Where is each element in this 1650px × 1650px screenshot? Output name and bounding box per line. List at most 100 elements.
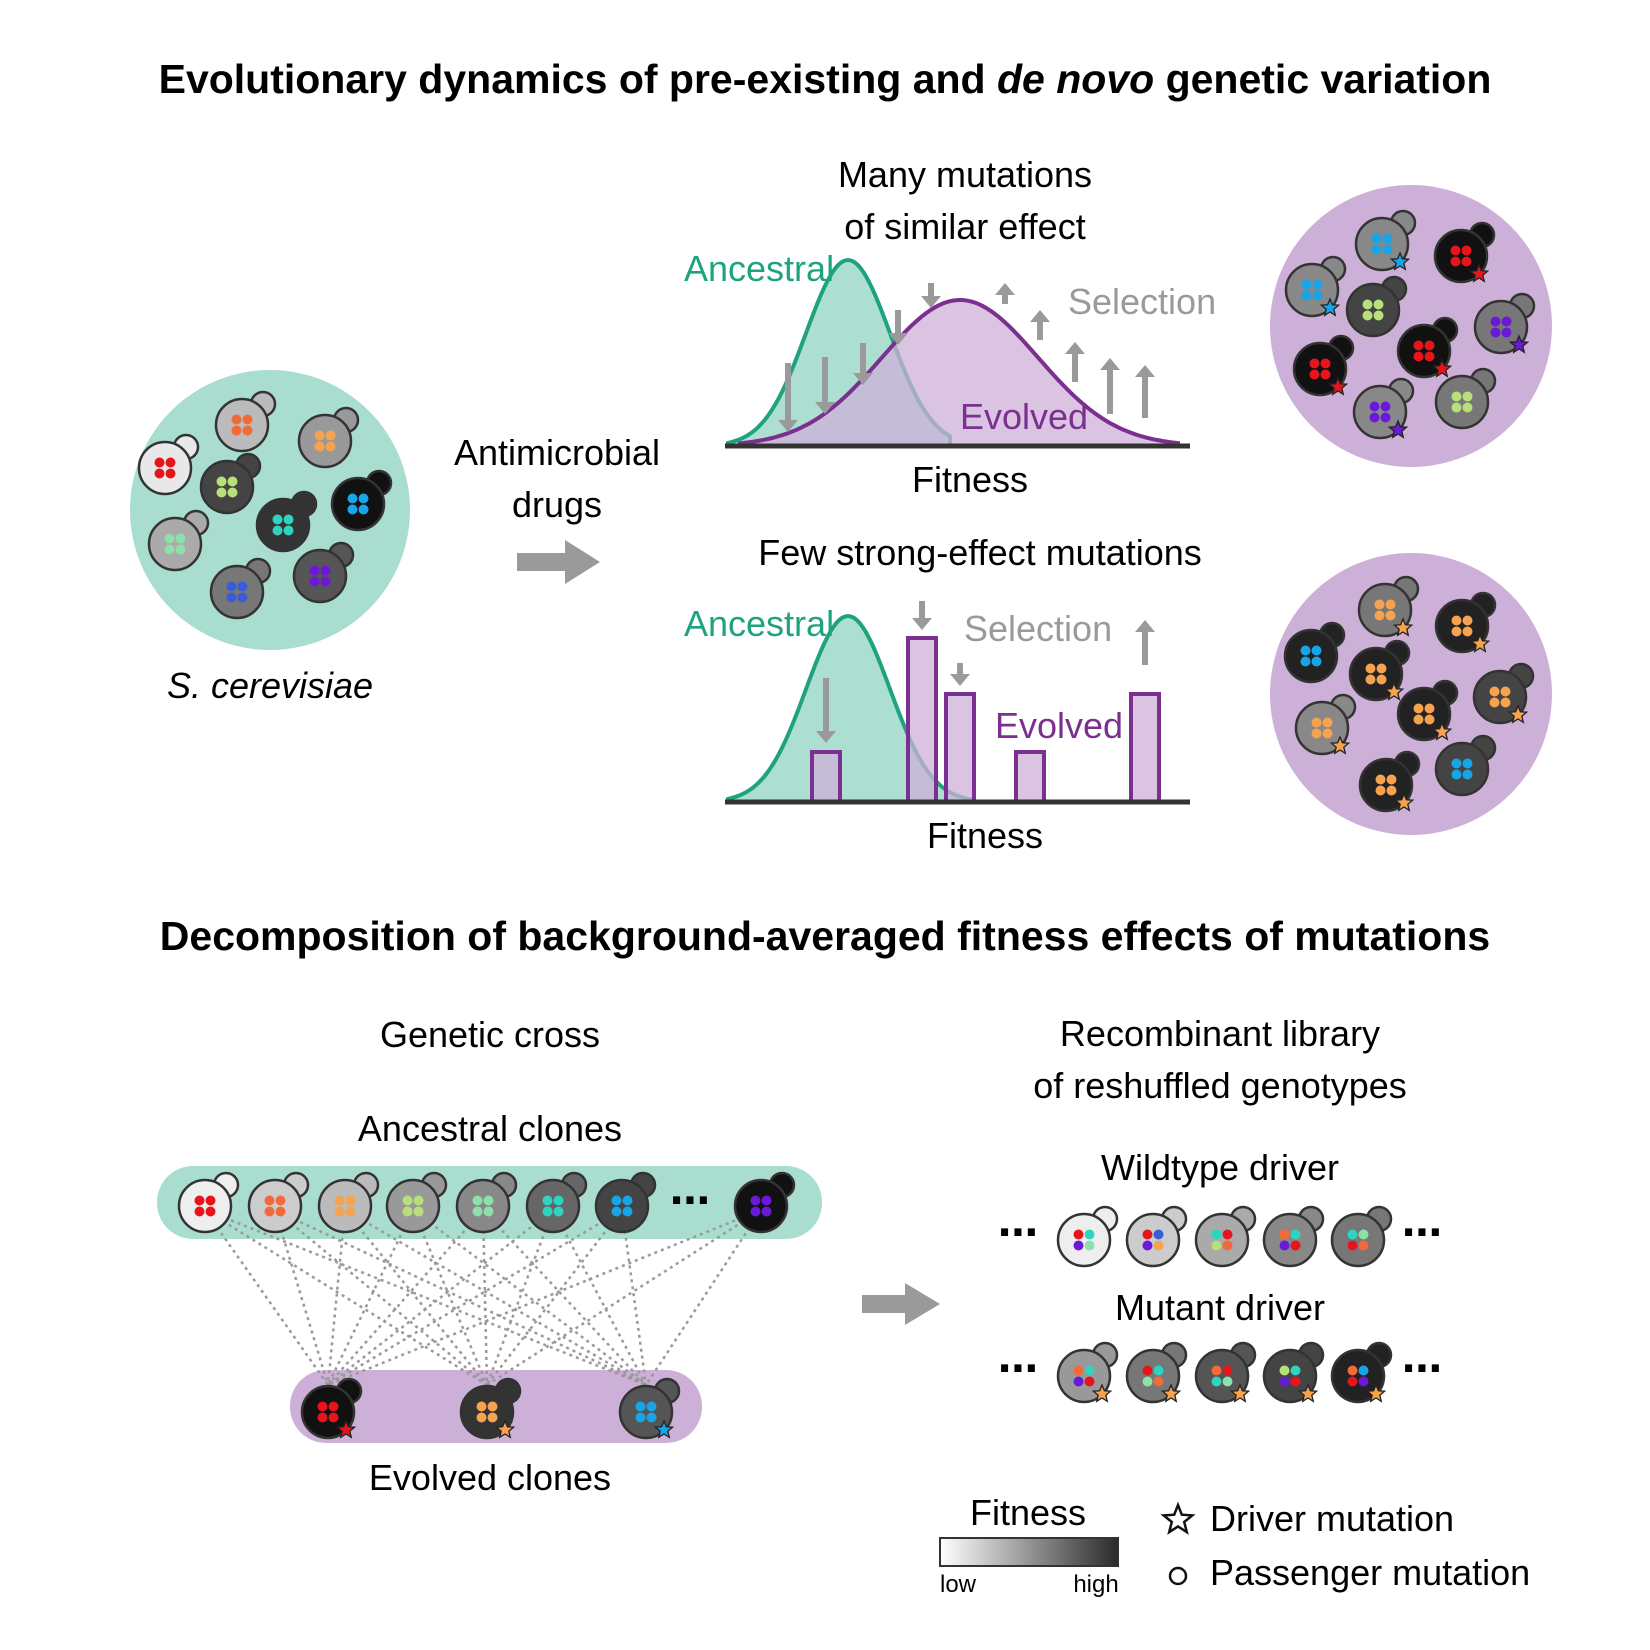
yeast-genotype-dot [1301,279,1312,290]
panel-a-evolved-label: Evolved [960,396,1088,437]
yeast-body [1262,1212,1318,1268]
yeast-genotype-dot [237,581,248,592]
yeast-genotype-dot [242,425,253,436]
yeast-body [1434,741,1490,797]
yeast-genotype-dot [542,1195,553,1206]
yeast-genotype-dot [1279,1229,1290,1240]
panel-a-selection-label: Selection [1068,281,1216,322]
yeast-cell [1434,367,1497,430]
yeast-genotype-dot [194,1195,205,1206]
yeast-genotype-dot [1424,351,1435,362]
yeast-genotype-dot [1365,674,1376,685]
panel-b-ancestral-label: Ancestral [684,603,834,644]
evolved-mutation-bar [944,692,976,804]
yeast-genotype-dot [154,468,165,479]
yeast-genotype-dot [205,1206,216,1217]
cross-line [326,1209,415,1386]
drug-label-line1: Antimicrobial [454,432,660,473]
legend-driver-label: Driver mutation [1210,1498,1454,1539]
yeast-genotype-dot [750,1195,761,1206]
yeast-cell [385,1171,448,1234]
selection-down-arrow [815,357,835,414]
cross-line [327,1209,554,1386]
yeast-genotype-dot [1073,1229,1084,1240]
yeast-genotype-dot [1369,412,1380,423]
yeast-body [1472,669,1528,725]
yeast-genotype-dot [542,1206,553,1217]
yeast-genotype-dot [283,514,294,525]
yeast-genotype-dot [1500,686,1511,697]
yeast-cell [455,1171,518,1234]
yeast-cell [1396,679,1459,742]
yeast-genotype-dot [761,1206,772,1217]
driver-star-icon [1469,633,1491,653]
panel-a-evolved-curve [738,298,1180,448]
yeast-genotype-dot [1374,610,1385,621]
yeast-genotype-dot [1073,1240,1084,1251]
yeast-genotype-dot [317,1401,328,1412]
yeast-cell [1396,316,1459,379]
yeast-genotype-dot [611,1195,622,1206]
yeast-body [1056,1212,1112,1268]
yeast-genotype-dot [328,1412,339,1423]
yeast-genotype-dot [1386,774,1397,785]
yeast-genotype-dot [1279,1365,1290,1376]
yeast-cell [147,509,210,572]
yeast-genotype-dot [646,1401,657,1412]
yeast-genotype-dot [1312,290,1323,301]
yeast-genotype-dot [347,493,358,504]
yeast-body [1345,282,1401,338]
yeast-genotype-dot [622,1206,633,1217]
yeast-genotype-dot [1211,1376,1222,1387]
yeast-cell [594,1171,657,1234]
yeast-body [385,1178,441,1234]
yeast-genotype-dot [1451,391,1462,402]
selection-down-arrow [912,601,932,630]
yeast-genotype-dot [1451,769,1462,780]
yeast-genotype-dot [283,525,294,536]
yeast-cell [1294,693,1357,756]
mutant-row-ellipsis-left: ⋯ [998,1347,1038,1391]
yeast-genotype-dot [231,425,242,436]
yeast-genotype-dot [1380,401,1391,412]
yeast-cell [1194,1341,1257,1404]
evolved-clones-row [300,1377,681,1440]
yeast-cell [199,452,262,515]
yeast-cell [1262,1205,1325,1268]
drug-arrow [517,540,600,584]
yeast-genotype-dot [1222,1240,1233,1251]
yeast-genotype-dot [175,544,186,555]
evolved-mutation-bar [1014,750,1046,804]
yeast-genotype-dot [1153,1240,1164,1251]
panel-b-title: Few strong-effect mutations [758,532,1202,573]
yeast-body [1194,1348,1250,1404]
yeast-body [1352,384,1408,440]
yeast-genotype-dot [1358,1229,1369,1240]
yeast-body [177,1178,233,1234]
yeast-genotype-dot [314,430,325,441]
yeast-genotype-dot [1462,769,1473,780]
yeast-genotype-dot [1385,610,1396,621]
yeast-cell [1472,662,1535,725]
yeast-genotype-dot [553,1206,564,1217]
yeast-genotype-dot [472,1195,483,1206]
evolved-population-b-cells [1283,575,1535,813]
yeast-genotype-dot [272,514,283,525]
yeast-genotype-dot [1450,256,1461,267]
selection-down-arrow [888,310,908,345]
yeast-genotype-dot [1373,310,1384,321]
cross-line [620,1209,648,1386]
yeast-genotype-dot [1322,717,1333,728]
yeast-genotype-dot [1358,1365,1369,1376]
yeast-genotype-dot [314,441,325,452]
panel-a-title-line2: of similar effect [844,206,1085,247]
yeast-genotype-dot [1380,412,1391,423]
yeast-body [330,476,386,532]
yeast-genotype-dot [264,1206,275,1217]
yeast-body [1433,228,1489,284]
yeast-genotype-dot [1290,1376,1301,1387]
yeast-body [292,548,348,604]
selection-down-arrow [921,283,941,308]
yeast-genotype-dot [1424,714,1435,725]
yeast-body [209,564,265,620]
